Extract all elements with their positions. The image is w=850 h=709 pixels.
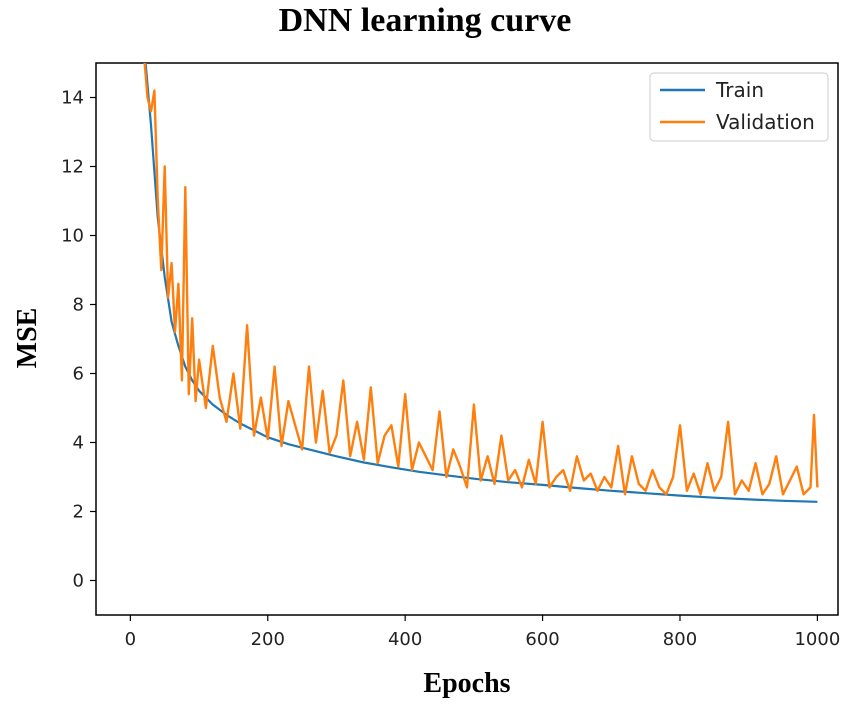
y-tick-label: 2 bbox=[73, 502, 84, 523]
chart-title: DNN learning curve bbox=[278, 2, 572, 39]
y-tick-label: 12 bbox=[61, 157, 84, 178]
y-tick-label: 4 bbox=[73, 433, 84, 454]
y-tick-label: 8 bbox=[73, 295, 84, 316]
legend-label-validation: Validation bbox=[716, 110, 815, 134]
legend-label-train: Train bbox=[715, 78, 764, 102]
y-tick-label: 6 bbox=[73, 364, 84, 385]
x-tick-label: 400 bbox=[388, 629, 422, 650]
x-ticks: 0 200 400 600 800 1000 bbox=[125, 615, 840, 650]
x-axis-label: Epochs bbox=[423, 668, 511, 699]
y-tick-label: 0 bbox=[73, 571, 84, 592]
y-tick-label: 14 bbox=[61, 88, 84, 109]
x-tick-label: 600 bbox=[525, 629, 559, 650]
series-layer bbox=[143, 63, 819, 503]
series-line-train bbox=[144, 63, 818, 503]
x-tick-label: 1000 bbox=[794, 629, 840, 650]
x-tick-label: 800 bbox=[663, 629, 697, 650]
x-tick-label: 200 bbox=[251, 629, 285, 650]
y-ticks: 0 2 4 6 8 10 12 14 bbox=[61, 88, 96, 592]
axes-frame bbox=[95, 62, 839, 616]
series-line-validation bbox=[143, 63, 819, 496]
y-tick-label: 10 bbox=[61, 226, 84, 247]
x-tick-label: 0 bbox=[125, 629, 136, 650]
legend: Train Validation bbox=[649, 72, 829, 142]
